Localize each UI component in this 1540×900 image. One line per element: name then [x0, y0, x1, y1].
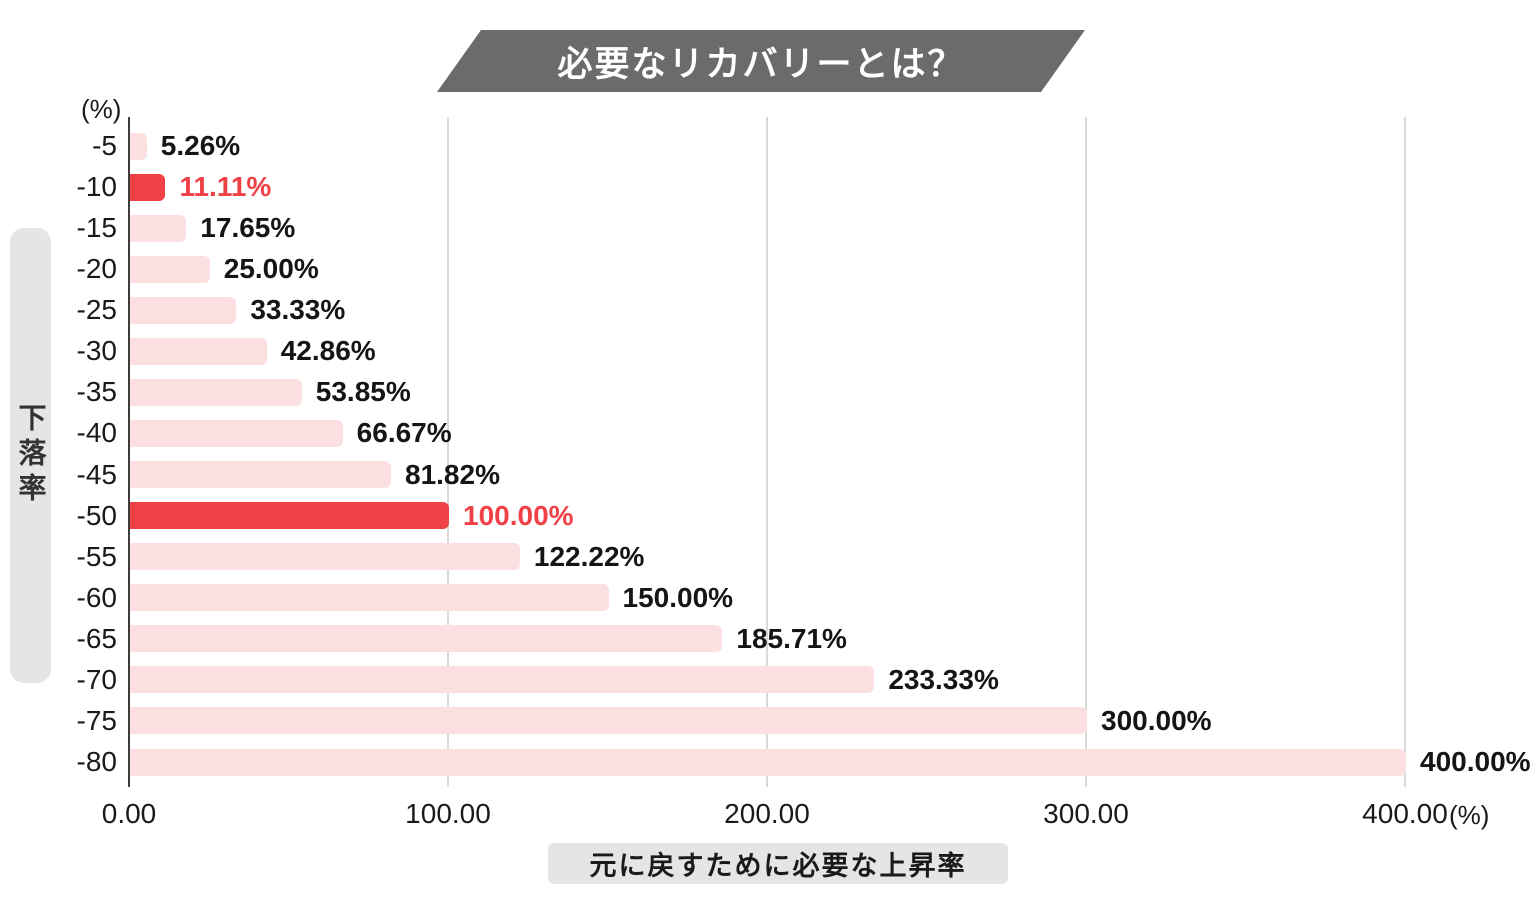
- bar--25: [130, 296, 237, 324]
- bar-value-label--40: 66.67%: [356, 417, 452, 449]
- y-tick-label--40: -40: [76, 417, 117, 449]
- bar-value-label--45: 81.82%: [405, 458, 500, 490]
- y-tick-label--25: -25: [76, 294, 117, 326]
- y-axis-title: 下落率: [15, 403, 47, 508]
- bar-value-label--75: 300.00%: [1101, 704, 1212, 736]
- bar-value-label--20: 25.00%: [223, 253, 319, 285]
- bar--15: [130, 214, 187, 242]
- title-banner: 必要なリカバリーとは？: [437, 30, 1085, 92]
- y-tick-label--45: -45: [76, 458, 117, 490]
- y-tick-label--55: -55: [76, 540, 117, 572]
- x-tick-label-0: 0.00: [101, 798, 157, 829]
- bar-value-label--50: 100.00%: [463, 499, 574, 531]
- bar--5: [130, 132, 147, 160]
- x-axis-title: 元に戻すために必要な上昇率: [589, 851, 967, 881]
- bar--60: [130, 584, 609, 612]
- y-tick-label--10: -10: [76, 171, 117, 203]
- x-tick-label-200: 200.00: [724, 798, 810, 829]
- y-axis-line: [128, 117, 130, 787]
- bar-value-label--80: 400.00%: [1420, 746, 1531, 778]
- y-tick-label--5: -5: [92, 130, 117, 161]
- bar--65: [130, 625, 723, 653]
- bar-value-label--35: 53.85%: [315, 376, 411, 408]
- bar-value-label--25: 33.33%: [250, 294, 346, 326]
- bar-value-label--5: 5.26%: [160, 130, 241, 161]
- bar--35: [130, 378, 302, 406]
- bar--70: [130, 666, 875, 694]
- y-axis-unit-label: (%): [81, 94, 122, 124]
- bar--55: [130, 543, 520, 571]
- bar-value-label--65: 185.71%: [736, 622, 847, 654]
- gridline-200: [766, 117, 768, 787]
- y-axis-title-badge: 下落率: [10, 228, 51, 683]
- gridline-400: [1404, 117, 1406, 787]
- bar-value-label--60: 150.00%: [622, 581, 734, 613]
- bar--75: [130, 707, 1087, 735]
- gridline-300: [1085, 117, 1087, 787]
- bar--80: [130, 748, 1406, 776]
- x-tick-label-300: 300.00: [1043, 798, 1129, 829]
- y-tick-label--50: -50: [76, 499, 117, 531]
- bar-value-label--10: 11.11%: [179, 171, 272, 203]
- bar--20: [130, 255, 210, 283]
- bar--10: [130, 173, 166, 201]
- bar--30: [130, 337, 267, 365]
- y-tick-label--75: -75: [76, 704, 117, 736]
- x-tick-label-400: 400.00: [1362, 798, 1448, 829]
- bar-value-label--15: 17.65%: [200, 212, 296, 244]
- bar--40: [130, 419, 343, 447]
- y-tick-label--60: -60: [76, 581, 117, 613]
- y-tick-label--80: -80: [76, 746, 117, 778]
- y-tick-label--35: -35: [76, 376, 117, 408]
- y-tick-label--65: -65: [76, 622, 117, 654]
- x-tick-label-100: 100.00: [405, 798, 491, 829]
- page-title: 必要なリカバリーとは？: [557, 44, 965, 84]
- bar-value-label--30: 42.86%: [280, 335, 376, 367]
- bar-value-label--70: 233.33%: [888, 663, 999, 695]
- bar--45: [130, 461, 391, 489]
- bar--50: [130, 502, 449, 530]
- x-axis-unit-label: (%): [1449, 800, 1490, 830]
- y-tick-label--30: -30: [76, 335, 117, 367]
- y-tick-label--15: -15: [76, 212, 117, 244]
- y-tick-label--70: -70: [76, 663, 117, 695]
- x-axis-title-badge: 元に戻すために必要な上昇率: [548, 843, 1008, 884]
- bar-value-label--55: 122.22%: [533, 540, 645, 572]
- gridline-100: [447, 117, 449, 787]
- y-tick-label--20: -20: [76, 253, 117, 285]
